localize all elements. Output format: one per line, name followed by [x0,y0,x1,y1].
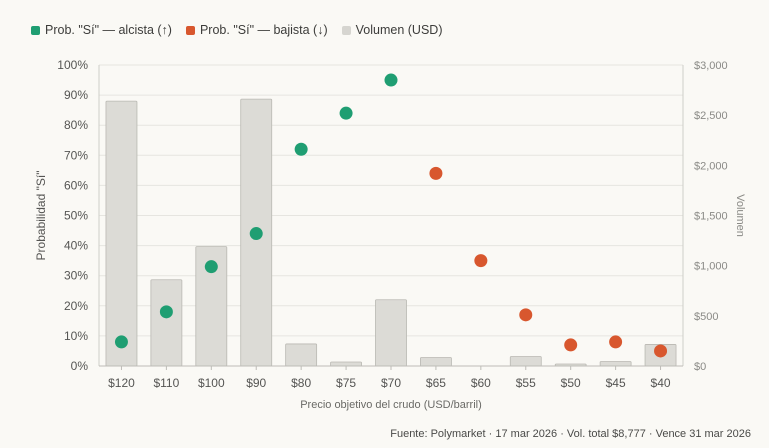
y-tick-right: $2,000 [694,160,728,172]
legend: Prob. "Sí" — alcista (↑) Prob. "Sí" — ba… [31,23,456,37]
x-tick-label: $100 [198,376,225,390]
legend-item-volume: Volumen (USD) [341,23,443,37]
x-tick-label: $120 [108,376,135,390]
x-tick-label: $65 [426,376,446,390]
probability-point [474,254,488,268]
volume-bar [599,361,632,367]
y-tick-left: 20% [64,299,88,313]
axis-labels: 0% 10% 20% 30% 40% 50% 60% 70% 80% 90% 100% $0 $500 $… [34,58,746,411]
volume-bar [375,299,407,367]
legend-label-bearish: Prob. "Sí" — bajista (↓) [199,23,328,37]
probability-point [114,335,128,349]
volume-bar [509,356,542,367]
source-note: Fuente: Polymarket · 17 mar 2026 · Vol. … [390,428,751,440]
legend-label-bullish: Prob. "Sí" — alcista (↑) [45,23,172,37]
x-tick-label: $40 [651,376,671,390]
probability-point [654,344,668,358]
x-tick-label: $80 [291,376,311,390]
probability-point [429,166,443,180]
probability-point [249,227,263,241]
y-tick-left: 50% [64,209,88,223]
y-tick-right: $500 [694,311,718,323]
x-tick-label: $50 [561,376,581,390]
y-tick-right: $1,000 [694,261,728,273]
y-tick-right: $1,500 [694,211,728,223]
y-tick-right: $3,000 [694,60,728,72]
y-axis-title-right: Volumen [734,194,746,237]
legend-item-bullish: Prob. "Sí" — alcista (↑) [31,23,172,37]
volume-bar [420,357,452,367]
legend-swatch-volume [341,25,351,35]
y-tick-left: 30% [64,269,88,283]
x-tick-label: $55 [516,376,536,390]
probability-point [294,142,308,156]
x-axis-title: Precio objetivo del crudo (USD/barril) [300,399,482,411]
probability-point [384,73,398,87]
x-tick-label: $45 [606,376,626,390]
y-tick-left: 70% [64,148,88,162]
axes [98,65,684,370]
legend-swatch-bullish [31,25,40,35]
grid [99,64,683,337]
volume-bar [330,361,362,367]
probability-point [564,338,578,352]
probability-point [339,106,353,120]
y-tick-left: 100% [57,58,88,72]
y-tick-left: 0% [71,359,89,373]
y-tick-left: 80% [64,118,88,132]
volume-bar [105,100,138,367]
probability-point [519,308,533,322]
x-tick-label: $70 [381,376,401,390]
legend-item-bearish: Prob. "Sí" — bajista (↓) [185,23,328,37]
y-axis-title-left: Probabilidad "Sí" [34,171,48,261]
x-tick-label: $110 [153,376,179,390]
probability-point [609,335,623,349]
volume-bar [285,343,318,367]
volume-bar [150,279,183,367]
y-tick-left: 90% [64,88,88,102]
y-tick-left: 40% [64,239,88,253]
volume-bars [105,98,677,367]
y-tick-left: 10% [64,329,88,343]
legend-swatch-bearish [185,25,195,35]
y-tick-left: 60% [64,178,88,192]
probability-points [114,73,668,358]
x-tick-label: $60 [471,376,491,390]
probability-point [204,260,218,274]
x-tick-label: $90 [246,376,266,390]
x-tick-label: $75 [336,376,356,390]
legend-label-volume: Volumen (USD) [355,23,443,37]
y-tick-right: $0 [694,361,706,373]
y-tick-right: $2,500 [694,110,728,122]
probability-point [159,305,173,319]
